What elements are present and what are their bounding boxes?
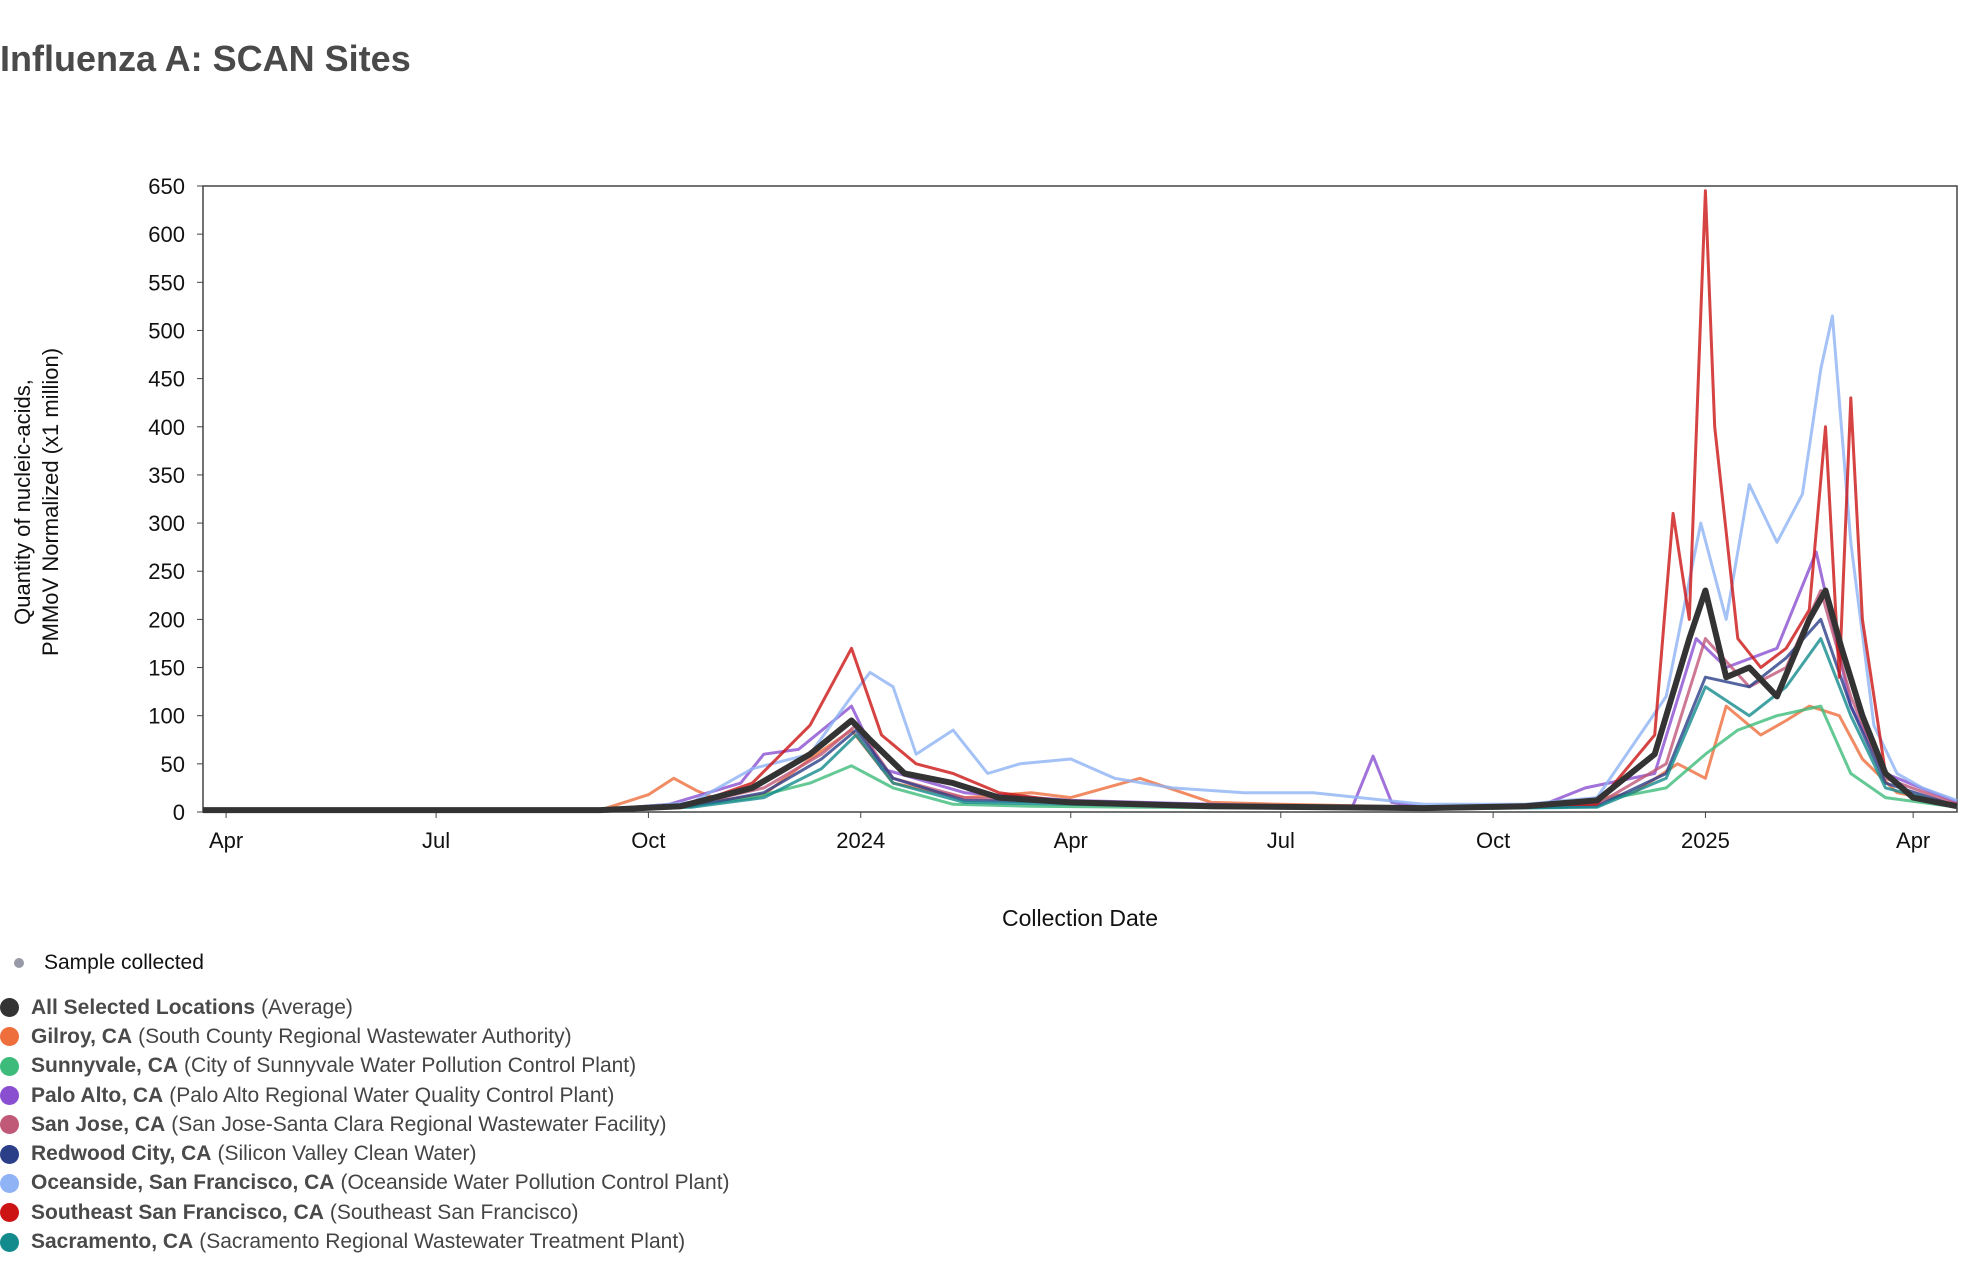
legend-swatch xyxy=(0,1056,19,1076)
legend-location-detail: (Sacramento Regional Wastewater Treatmen… xyxy=(199,1230,686,1254)
x-tick-label: Oct xyxy=(1476,828,1510,853)
series-lines xyxy=(203,189,1958,814)
legend-location-detail: (City of Sunnyvale Water Pollution Contr… xyxy=(184,1054,637,1078)
x-axis: Apr Jul Oct 2024 Apr Jul Oct 2025 Apr xyxy=(209,812,1930,853)
y-tick-label: 50 xyxy=(161,752,185,777)
legend-item[interactable]: Palo Alto, CA (Palo Alto Regional Water Q… xyxy=(0,1081,730,1110)
series-line-gilroy-ca xyxy=(203,704,1958,812)
sample-collected-label: Sample collected xyxy=(44,951,204,974)
y-tick-label: 0 xyxy=(173,800,185,825)
legend-item[interactable]: Gilroy, CA (South County Regional Wastewa… xyxy=(0,1022,730,1051)
legend-location-detail: (South County Regional Wastewater Author… xyxy=(138,1024,572,1048)
series-line-oceanside-san-francisco-ca xyxy=(203,314,1958,812)
plot-frame xyxy=(202,185,1958,813)
y-tick-label: 100 xyxy=(148,704,185,729)
legend-swatch xyxy=(0,1203,19,1223)
legend-location-name: Palo Alto, CA xyxy=(31,1083,164,1107)
legend-item[interactable]: Sunnyvale, CA (City of Sunnyvale Water Po… xyxy=(0,1052,730,1081)
series-legend: All Selected Locations (Average) Gilroy, … xyxy=(0,993,730,1257)
legend-swatch xyxy=(0,1144,19,1164)
legend-swatch xyxy=(0,998,19,1018)
legend-location-detail: (Silicon Valley Clean Water) xyxy=(217,1142,477,1166)
legend-swatch xyxy=(0,1232,19,1252)
y-tick-label: 250 xyxy=(148,559,185,584)
legend-location-name: Sunnyvale, CA xyxy=(31,1054,179,1078)
legend-location-name: Gilroy, CA xyxy=(31,1024,133,1048)
y-tick-label: 400 xyxy=(148,415,185,440)
legend-item[interactable]: Redwood City, CA (Silicon Valley Clean Wa… xyxy=(0,1139,730,1168)
y-tick-label: 600 xyxy=(148,222,185,247)
y-tick-label: 150 xyxy=(148,656,185,681)
x-tick-label: 2025 xyxy=(1681,828,1730,853)
legend-location-detail: (Palo Alto Regional Water Quality Contro… xyxy=(169,1083,615,1107)
y-tick-label: 500 xyxy=(148,318,185,343)
legend-location-name: Oceanside, San Francisco, CA xyxy=(31,1171,335,1195)
legend-location-name: Southeast San Francisco, CA xyxy=(31,1200,324,1224)
legend-location-name: San Jose, CA xyxy=(31,1112,166,1136)
sample-collected-legend: Sample collected xyxy=(10,951,204,975)
y-axis-label: Quantity of nucleic-acids, PMMoV Normali… xyxy=(10,348,63,656)
sample-collected-dot xyxy=(14,958,24,968)
legend-swatch xyxy=(0,1173,19,1193)
legend-location-name: Redwood City, CA xyxy=(31,1142,212,1166)
y-tick-label: 200 xyxy=(148,607,185,632)
legend-item[interactable]: Oceanside, San Francisco, CA (Oceanside W… xyxy=(0,1169,730,1198)
legend-item[interactable]: Southeast San Francisco, CA (Southeast Sa… xyxy=(0,1198,730,1227)
y-tick-label: 550 xyxy=(148,270,185,295)
y-tick-label: 450 xyxy=(148,367,185,392)
legend-swatch xyxy=(0,1115,19,1135)
x-tick-label: Jul xyxy=(422,828,450,853)
y-tick-label: 350 xyxy=(148,463,185,488)
legend-swatch xyxy=(0,1086,19,1106)
series-line-palo-alto-ca xyxy=(203,550,1958,812)
x-axis-label: Collection Date xyxy=(1002,905,1158,931)
x-tick-label: Jul xyxy=(1267,828,1295,853)
legend-swatch xyxy=(0,1027,19,1047)
x-tick-label: 2024 xyxy=(836,828,885,853)
series-line-sacramento-ca xyxy=(203,637,1958,812)
legend-location-detail: (Average) xyxy=(261,995,353,1019)
y-tick-label: 650 xyxy=(148,174,185,199)
x-tick-label: Apr xyxy=(1896,828,1930,853)
page-title: Influenza A: SCAN Sites xyxy=(0,38,411,79)
legend-location-detail: (Southeast San Francisco) xyxy=(329,1200,579,1224)
y-tick-label: 300 xyxy=(148,511,185,536)
y-axis-label-line-1: Quantity of nucleic-acids, xyxy=(10,379,35,625)
y-axis-label-line-2: PMMoV Normalized (x1 million) xyxy=(38,348,63,656)
legend-item[interactable]: Sacramento, CA (Sacramento Regional Waste… xyxy=(0,1227,730,1256)
x-tick-label: Apr xyxy=(1054,828,1088,853)
x-tick-label: Apr xyxy=(209,828,243,853)
legend-item[interactable]: All Selected Locations (Average) xyxy=(0,993,730,1022)
legend-location-detail: (Oceanside Water Pollution Control Plant… xyxy=(340,1171,730,1195)
x-tick-label: Oct xyxy=(631,828,665,853)
legend-item[interactable]: San Jose, CA (San Jose-Santa Clara Region… xyxy=(0,1110,730,1139)
series-line-all-selected-locations xyxy=(203,587,1958,814)
y-axis: 0 50 100 150 200 250 300 350 400 450 500 550 600 650 xyxy=(148,174,203,825)
series-line-southeast-san-francisco-ca xyxy=(203,189,1958,812)
legend-location-name: All Selected Locations xyxy=(31,995,256,1019)
line-chart: 050100150200250300350400450500550600650 … xyxy=(10,174,1958,931)
legend-location-name: Sacramento, CA xyxy=(31,1230,194,1254)
legend-location-detail: (San Jose-Santa Clara Regional Wastewate… xyxy=(171,1112,667,1136)
